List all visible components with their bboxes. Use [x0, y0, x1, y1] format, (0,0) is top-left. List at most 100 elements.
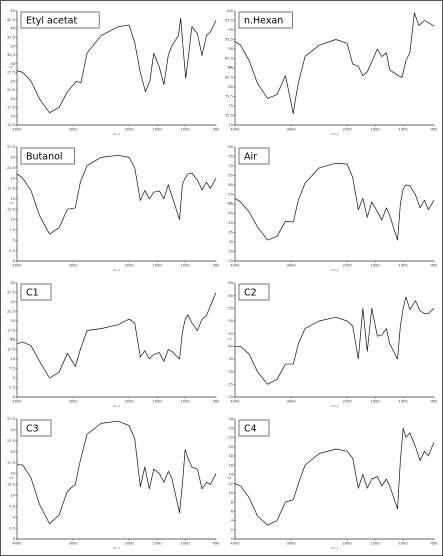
c1-ytick-label: 0	[13, 395, 16, 399]
n-hexan-ytick-label: 77.5	[225, 95, 233, 99]
etyl-acetat-sample-label: Etyl acetat	[20, 11, 100, 29]
air-xtick-label: 2000	[343, 264, 353, 268]
butanol-ytick-label: 12.5	[7, 207, 15, 211]
air-xlabel: cm-1	[331, 268, 339, 272]
air-ytick-label: 35	[228, 231, 233, 235]
etyl-acetat-ytick-label: 45	[10, 9, 15, 13]
c1-ytick-label: 15	[10, 338, 15, 342]
c1-ytick-label: 20	[10, 319, 15, 323]
c4-ytick-label: 6	[231, 510, 234, 514]
n-hexan-spectrum-line	[234, 12, 435, 114]
c3-ytick-label: 5	[13, 515, 15, 519]
n-hexan-ytick-label: 100	[226, 9, 234, 13]
c4-xtick-label: 450	[431, 542, 438, 546]
c2-xtick-label: 450	[431, 400, 438, 404]
n-hexan-ytick-label: 70	[228, 123, 233, 127]
butanol-ytick-label: 5	[13, 238, 15, 242]
panel-c3: 0 2.5 5 7.5 10 12.5 15 17.5 20 22.5 25 27.5 4000 3000…	[5, 413, 220, 551]
c1-ytick-label: 30	[10, 281, 15, 285]
c1-ytick-label: 27.5	[7, 291, 15, 295]
c4-ytick-label: 14	[228, 473, 233, 477]
air-ylabel: %T	[227, 201, 232, 205]
n-hexan-xtick-label: 450	[431, 128, 438, 132]
c1-ytick-label: 7.5	[9, 367, 15, 371]
etyl-acetat-xtick-label: 3000	[68, 128, 78, 132]
butanol-ytick-label: 10	[10, 218, 15, 222]
etyl-acetat-xlabel: cm-1	[113, 132, 121, 136]
n-hexan-xtick-label: 3000	[286, 128, 296, 132]
c2-xtick-label: 1500	[371, 400, 381, 404]
n-hexan-ytick-label: 85	[228, 66, 233, 70]
c3-xtick-label: 2000	[125, 542, 135, 546]
air-ytick-label: 60	[228, 183, 233, 187]
chart-c1: 0 2.5 5 7.5 10 12.5 15 17.5 20 22.5 25 27.5 30 4000 30…	[7, 281, 220, 408]
air-ytick-label: 80	[228, 145, 233, 149]
etyl-acetat-label-box	[20, 11, 100, 29]
etyl-acetat-ytick-label: 40	[10, 27, 15, 31]
c4-label-box	[238, 419, 270, 437]
c3-xtick-label: 1500	[153, 542, 163, 546]
c2-ytick-label: 20	[228, 395, 233, 399]
etyl-acetat-ytick-label: 35	[10, 44, 15, 48]
air-xtick-label: 3000	[286, 264, 296, 268]
c4-ytick-label: 24	[228, 426, 233, 430]
c1-spectrum-line	[16, 292, 217, 379]
air-ytick-label: 70	[228, 164, 233, 168]
butanol-label-text: Butanol	[26, 152, 63, 163]
c1-ytick-label: 22.5	[7, 310, 15, 314]
c3-ytick-label: 20	[10, 450, 15, 454]
c3-ytick-label: 12.5	[7, 483, 15, 487]
butanol-ytick-label: 25	[10, 156, 15, 160]
butanol-ytick-label: 27.5	[7, 145, 15, 149]
butanol-ytick-label: 22.5	[7, 166, 15, 170]
c3-ytick-label: 17.5	[7, 461, 15, 465]
c2-xtick-label: 3000	[286, 400, 296, 404]
panel-c1: 0 2.5 5 7.5 10 12.5 15 17.5 20 22.5 25 27.5 30 4000 30…	[5, 277, 220, 409]
butanol-ytick-label: 20	[10, 176, 15, 180]
n-hexan-sample-label: n.Hexan	[238, 11, 293, 29]
c2-ytick-label: 30	[228, 370, 233, 374]
c1-label-box	[20, 283, 52, 301]
c4-label-text: C4	[244, 424, 257, 435]
c3-ytick-label: 25	[10, 428, 15, 432]
chart-n-hexan: 70 72.5 75 77.5 80 82.5 85 87.5 90 92.5 95 97.5 100 4…	[225, 9, 438, 136]
c4-ytick-label: 20	[228, 445, 233, 449]
c1-xtick-label: 3000	[68, 400, 78, 404]
c4-ytick-label: 2	[231, 528, 233, 532]
c2-ytick-label: 55	[228, 307, 233, 311]
c1-xtick-label: 1500	[153, 400, 163, 404]
n-hexan-xtick-label: 1000	[399, 128, 409, 132]
c3-xtick-label: 1000	[181, 542, 191, 546]
etyl-acetat-xtick-label: 1500	[153, 128, 163, 132]
n-hexan-ytick-label: 92.5	[225, 38, 233, 42]
c1-xtick-label: 2000	[125, 400, 135, 404]
c2-label-text: C2	[244, 288, 257, 299]
c4-ytick-label: 10	[228, 491, 233, 495]
c4-ytick-label: 18	[228, 454, 233, 458]
c3-sample-label: C3	[20, 419, 52, 437]
c3-spectrum-line	[17, 420, 217, 525]
c3-ytick-label: 10	[10, 494, 15, 498]
butanol-spectrum-line	[16, 154, 217, 235]
air-xtick-label: 450	[431, 264, 438, 268]
c3-label-box	[20, 419, 52, 437]
c1-ytick-label: 5	[13, 376, 15, 380]
panel-c4: 0 2 4 6 8 10 12 14 16 18 20 22 24 26 4000 3000 2000 1500 1…	[223, 413, 438, 551]
c3-ytick-label: 27.5	[7, 417, 15, 421]
c2-ytick-label: 45	[228, 332, 233, 336]
etyl-acetat-ytick-label: 37.5	[7, 36, 15, 40]
c4-xtick-label: 1500	[371, 542, 381, 546]
c2-ytick-label: 50	[228, 319, 233, 323]
air-ytick-label: 65	[228, 174, 233, 178]
c1-ytick-label: 12.5	[7, 348, 15, 352]
c2-xlabel: cm-1	[331, 404, 339, 408]
c1-xtick-label: 450	[213, 400, 220, 404]
etyl-acetat-ytick-label: 22.5	[7, 88, 15, 92]
butanol-ytick-label: 15	[10, 197, 15, 201]
c2-ytick-label: 40	[228, 345, 233, 349]
etyl-acetat-ytick-label: 27.5	[7, 71, 15, 75]
c1-label-text: C1	[26, 288, 39, 299]
n-hexan-ytick-label: 90	[228, 47, 233, 51]
c1-ylabel: %T	[9, 337, 14, 341]
